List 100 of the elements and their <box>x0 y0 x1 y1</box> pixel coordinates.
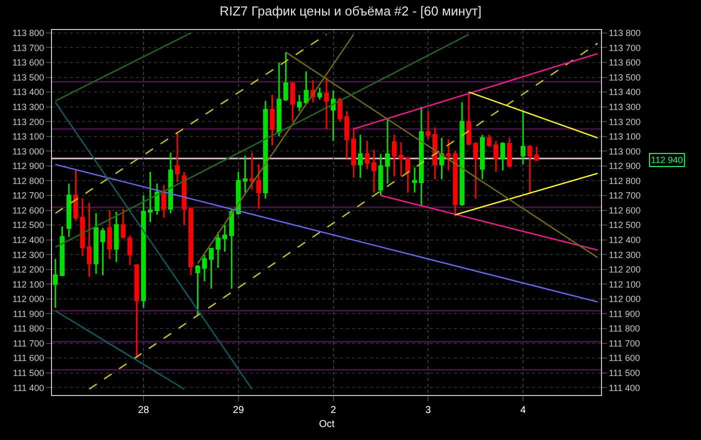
y-tick-label: 111 800 <box>12 324 44 334</box>
candlestick <box>304 70 309 105</box>
y-tick-label: 112 500 <box>12 220 44 230</box>
y-tick-label: 111 700 <box>12 338 44 348</box>
y-tick-label: 112 200 <box>12 264 44 275</box>
candlestick <box>486 134 492 148</box>
y2-tick-label: 111 700 <box>608 338 640 348</box>
candlestick <box>324 76 329 130</box>
y2-tick-label: 113 600 <box>608 58 641 68</box>
y-tick-label: 113 400 <box>12 87 44 98</box>
y-tick-label: 112 900 <box>12 161 44 172</box>
candlestick <box>372 148 376 194</box>
y2-tick-label: 112 700 <box>608 190 641 201</box>
y-tick-label: 113 100 <box>12 132 44 142</box>
candlestick <box>60 226 65 276</box>
candlestick <box>250 152 254 190</box>
candlestick <box>134 264 140 359</box>
y2-tick-label: 113 200 <box>608 116 641 127</box>
candlestick <box>229 208 234 290</box>
candlestick <box>494 140 498 173</box>
chart-title: RIZ7 График цены и объёма #2 - [60 минут] <box>220 4 482 19</box>
text: 112 940 <box>651 155 683 165</box>
candlestick <box>100 227 106 276</box>
y2-tick-label: 111 500 <box>608 368 640 378</box>
x-tick-label: 28 <box>138 405 150 416</box>
candlestick <box>480 134 485 180</box>
candlestick <box>412 166 418 194</box>
candlestick <box>426 110 431 140</box>
y-tick-label: 111 500 <box>12 368 44 378</box>
candlestick <box>182 171 187 226</box>
y2-tick-label: 112 100 <box>608 279 641 290</box>
y2-tick-label: 112 300 <box>608 250 641 260</box>
y-tick-label: 111 900 <box>12 308 44 319</box>
candlestick <box>527 144 532 194</box>
candlestick <box>338 97 342 122</box>
candlestick <box>378 153 384 196</box>
candlestick <box>534 146 540 161</box>
y-tick-label: 111 400 <box>12 382 44 393</box>
candlestick <box>236 171 241 216</box>
candlestick <box>473 142 478 200</box>
candlestick <box>256 164 262 210</box>
y-tick-label: 113 200 <box>12 116 44 127</box>
x-tick-label: 3 <box>425 405 432 416</box>
candlestick <box>195 264 200 316</box>
y2-tick-label: 113 000 <box>608 146 641 156</box>
y-tick-label: 112 300 <box>12 250 44 260</box>
y2-tick-label: 112 000 <box>608 294 641 304</box>
candlestick <box>114 211 119 263</box>
candlestick <box>161 184 166 218</box>
candlestick <box>351 126 356 179</box>
candlestick <box>148 171 153 223</box>
candlestick <box>86 202 92 278</box>
y2-tick-label: 112 600 <box>608 205 641 216</box>
candlestick <box>168 152 174 214</box>
y2-tick-label: 113 800 <box>608 28 641 38</box>
candlestick <box>418 106 424 207</box>
y2-tick-label: 112 400 <box>608 234 641 245</box>
y-tick-label: 113 700 <box>12 42 44 53</box>
candlestick <box>344 110 350 160</box>
y-tick-label: 112 400 <box>12 234 44 245</box>
y-tick-label: 112 600 <box>12 205 44 216</box>
candlestick <box>507 137 512 168</box>
y2-tick-label: 112 900 <box>608 161 641 172</box>
y2-tick-label: 113 300 <box>608 102 641 112</box>
candlestick <box>392 134 397 178</box>
y2-tick-label: 113 700 <box>608 42 641 53</box>
candlestick <box>120 208 126 240</box>
candlestick <box>174 131 180 183</box>
candlestick <box>398 142 404 178</box>
candlestick <box>385 118 390 184</box>
candlestick <box>216 232 220 269</box>
candlestick <box>460 102 464 207</box>
candlestick <box>263 100 268 200</box>
candlestick <box>432 126 438 180</box>
y2-tick-label: 112 800 <box>608 176 641 186</box>
candlestick <box>242 154 248 194</box>
candlestick <box>358 134 363 179</box>
candlestick <box>446 138 451 172</box>
y2-tick-label: 113 100 <box>608 132 641 142</box>
text: Oct <box>319 419 335 430</box>
candlestick <box>154 182 160 216</box>
candlestick <box>52 258 58 309</box>
candlestick <box>128 234 132 266</box>
y2-tick-label: 113 400 <box>608 87 641 98</box>
candlestick <box>73 170 78 222</box>
x-tick-label: 2 <box>330 405 336 416</box>
candlestick <box>222 224 228 252</box>
candlestick <box>208 248 214 290</box>
candlestick <box>290 82 296 122</box>
y-tick-label: 112 700 <box>12 190 44 201</box>
y-tick-label: 112 100 <box>12 279 44 290</box>
y2-tick-label: 112 500 <box>608 220 641 230</box>
candlestick <box>439 137 444 180</box>
y2-tick-label: 111 400 <box>608 382 640 393</box>
candlestick <box>500 142 506 172</box>
candlestick <box>405 156 410 194</box>
y-tick-label: 111 600 <box>12 353 44 364</box>
candlestick <box>80 198 85 257</box>
y2-tick-label: 111 800 <box>608 324 640 334</box>
y-tick-label: 113 500 <box>12 72 44 82</box>
